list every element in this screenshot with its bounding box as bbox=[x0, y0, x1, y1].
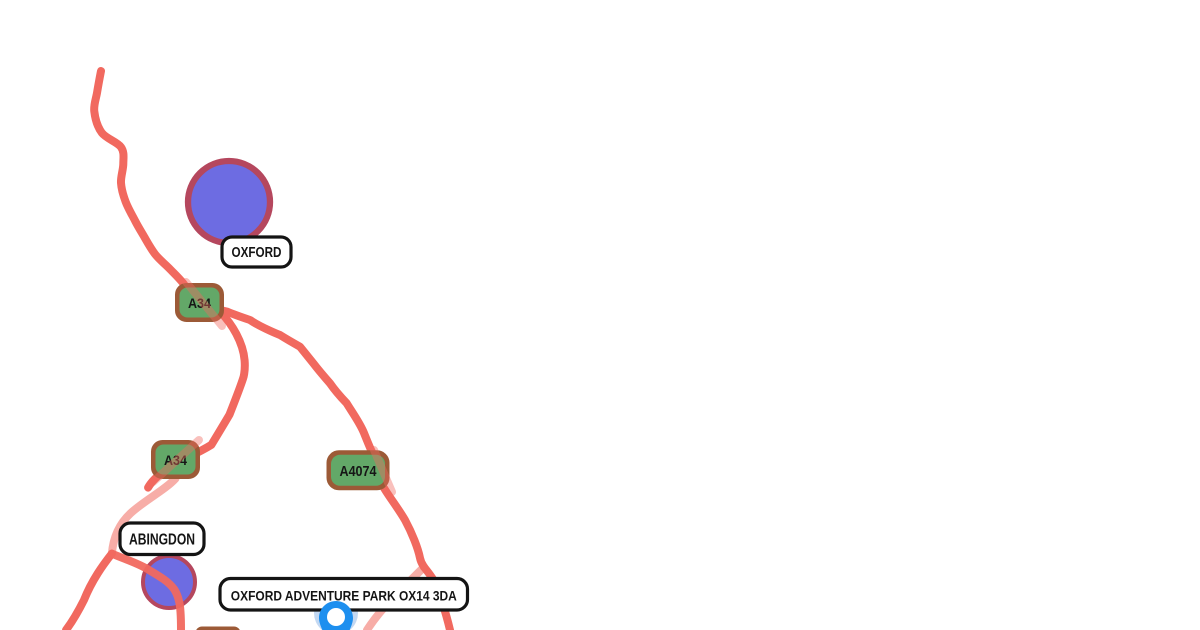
svg-text:ABINGDON: ABINGDON bbox=[129, 532, 195, 549]
svg-text:OXFORD: OXFORD bbox=[232, 245, 282, 261]
svg-text:OXFORD ADVENTURE PARK OX14 3DA: OXFORD ADVENTURE PARK OX14 3DA bbox=[231, 589, 457, 604]
svg-text:A4074: A4074 bbox=[340, 464, 377, 480]
